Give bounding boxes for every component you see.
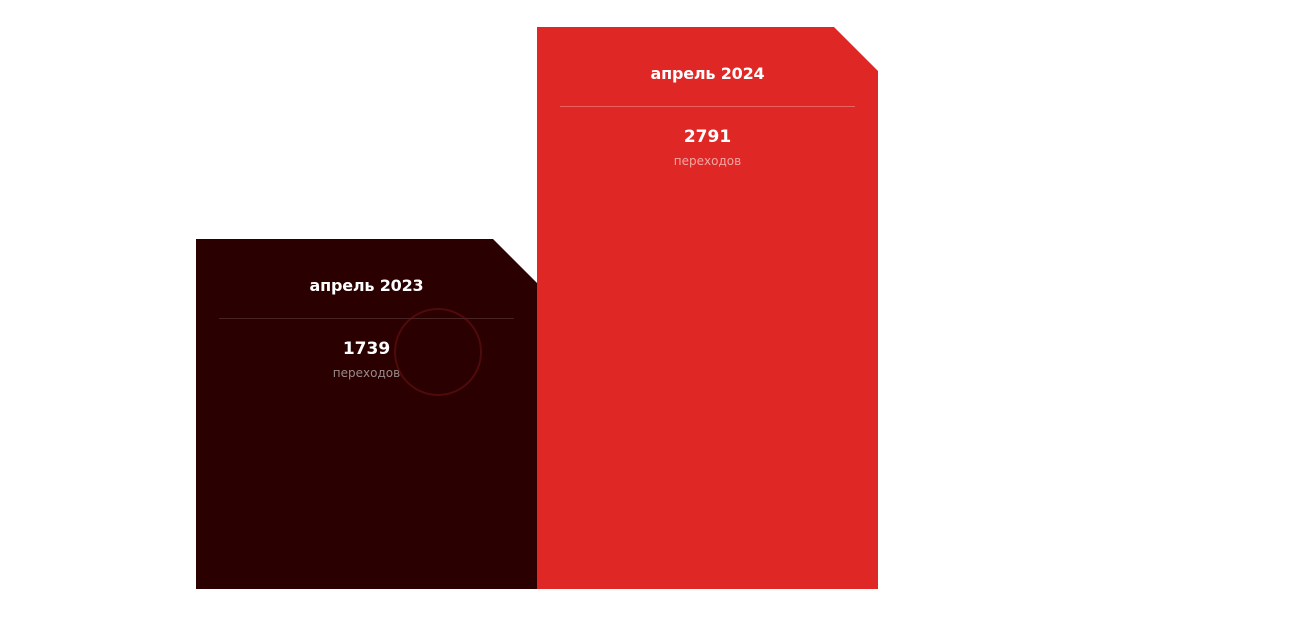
bar-unit-label: переходов <box>673 154 742 168</box>
bar-value: 1739 <box>342 339 391 359</box>
bar-divider <box>219 318 514 319</box>
bar-april-2023: апрель 2023 1739 переходов <box>196 239 537 589</box>
bar-label: апрель 2023 <box>309 276 424 295</box>
bar-value: 2791 <box>683 127 732 147</box>
bar-divider <box>560 106 855 107</box>
bar-april-2024: апрель 2024 2791 переходов <box>537 27 878 589</box>
bar-label: апрель 2024 <box>650 64 765 83</box>
bar-unit-label: переходов <box>332 366 401 380</box>
decorative-circle <box>394 308 482 396</box>
